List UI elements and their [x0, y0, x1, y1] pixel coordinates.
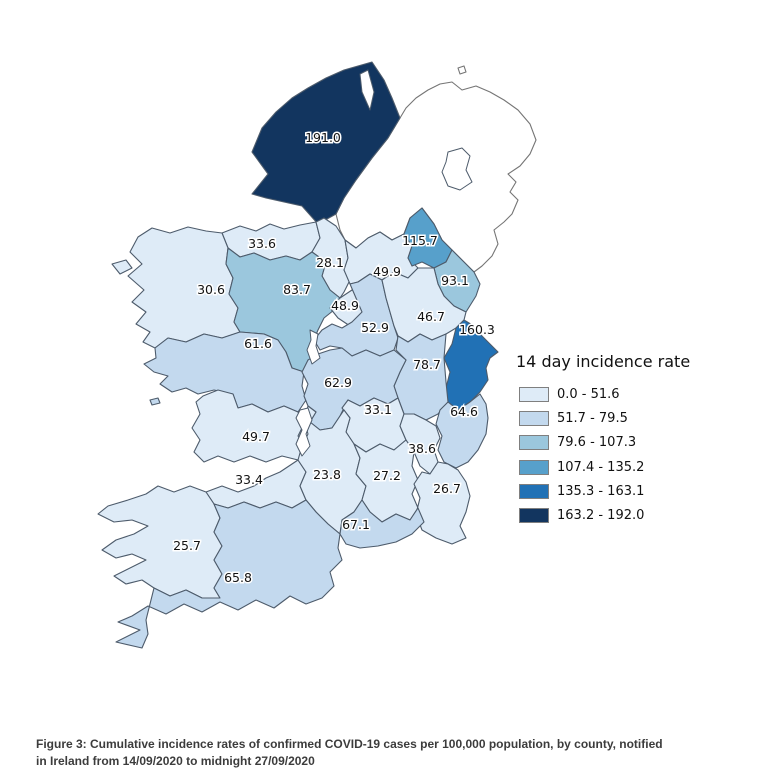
caption-line-1: Figure 3: Cumulative incidence rates of … — [36, 737, 663, 751]
legend-item: 0.0 - 51.6 — [516, 382, 746, 406]
legend-range-label: 163.2 - 192.0 — [557, 508, 645, 524]
county-value-wicklow: 64.6 — [450, 404, 478, 419]
county-value-kildare: 78.7 — [413, 357, 441, 372]
county-galway — [143, 331, 307, 413]
county-value-cavan: 49.9 — [373, 264, 401, 279]
legend-swatch-class6 — [519, 508, 549, 524]
legend-swatch-class4 — [519, 459, 549, 475]
lough-ree — [306, 329, 321, 365]
county-waterford — [339, 499, 425, 549]
county-value-mayo: 30.6 — [197, 282, 225, 297]
county-value-donegal: 191.0 — [305, 130, 341, 145]
legend-range-label: 0.0 - 51.6 — [557, 386, 620, 402]
county-value-roscommon: 83.7 — [283, 282, 311, 297]
lough-derg — [295, 407, 313, 457]
county-value-leitrim: 28.1 — [316, 255, 344, 270]
legend-range-label: 51.7 - 79.5 — [557, 410, 628, 426]
county-value-dublin: 160.3 — [459, 322, 495, 337]
county-value-longford: 48.9 — [331, 298, 359, 313]
county-value-kilkenny: 27.2 — [373, 468, 401, 483]
county-value-monaghan: 115.7 — [402, 233, 438, 248]
legend-swatch-class1 — [519, 386, 549, 402]
legend-swatch-class3 — [519, 435, 549, 451]
county-cork — [115, 499, 343, 649]
county-kerry — [97, 485, 223, 599]
legend-swatch-class5 — [519, 483, 549, 499]
county-value-carlow: 38.6 — [408, 441, 436, 456]
county-value-wexford: 26.7 — [433, 481, 461, 496]
county-wicklow — [435, 393, 489, 469]
county-value-tipperary: 23.8 — [313, 467, 341, 482]
aran-island — [149, 397, 161, 406]
legend-swatch-class2 — [519, 410, 549, 426]
county-value-sligo: 33.6 — [248, 236, 276, 251]
county-value-westmeath: 52.9 — [361, 320, 389, 335]
lough-neagh — [441, 147, 473, 191]
legend-range-label: 107.4 - 135.2 — [557, 459, 645, 475]
map-legend: 14 day incidence rate 0.0 - 51.6 51.7 - … — [516, 352, 746, 528]
county-value-laois: 33.1 — [364, 402, 392, 417]
county-value-louth: 93.1 — [441, 273, 469, 288]
county-value-galway: 61.6 — [244, 336, 272, 351]
legend-range-label: 135.3 - 163.1 — [557, 483, 645, 499]
county-value-meath: 46.7 — [417, 309, 445, 324]
county-dublin — [443, 319, 499, 411]
legend-title: 14 day incidence rate — [516, 352, 691, 371]
legend-item: 79.6 - 107.3 — [516, 431, 746, 455]
county-clare — [191, 389, 307, 463]
lough-swilly — [359, 69, 375, 111]
county-value-limerick: 33.4 — [235, 472, 263, 487]
legend-range-label: 79.6 - 107.3 — [557, 435, 637, 451]
county-wexford — [413, 461, 471, 545]
caption-line-2: in Ireland from 14/09/2020 to midnight 2… — [36, 753, 315, 768]
legend-item: 51.7 - 79.5 — [516, 406, 746, 430]
county-value-kerry: 25.7 — [173, 538, 201, 553]
county-value-waterford: 67.1 — [342, 517, 370, 532]
legend-item: 135.3 - 163.1 — [516, 479, 746, 503]
legend-item: 163.2 - 192.0 — [516, 503, 746, 527]
county-value-offaly: 62.9 — [324, 375, 352, 390]
legend-item: 107.4 - 135.2 — [516, 455, 746, 479]
county-value-cork: 65.8 — [224, 570, 252, 585]
county-kildare — [393, 333, 449, 421]
rathlin-island — [457, 65, 467, 75]
achill-island — [111, 259, 133, 275]
figure-caption: Figure 3: Cumulative incidence rates of … — [36, 736, 696, 769]
county-value-clare: 49.7 — [242, 429, 270, 444]
county-donegal — [251, 61, 401, 225]
